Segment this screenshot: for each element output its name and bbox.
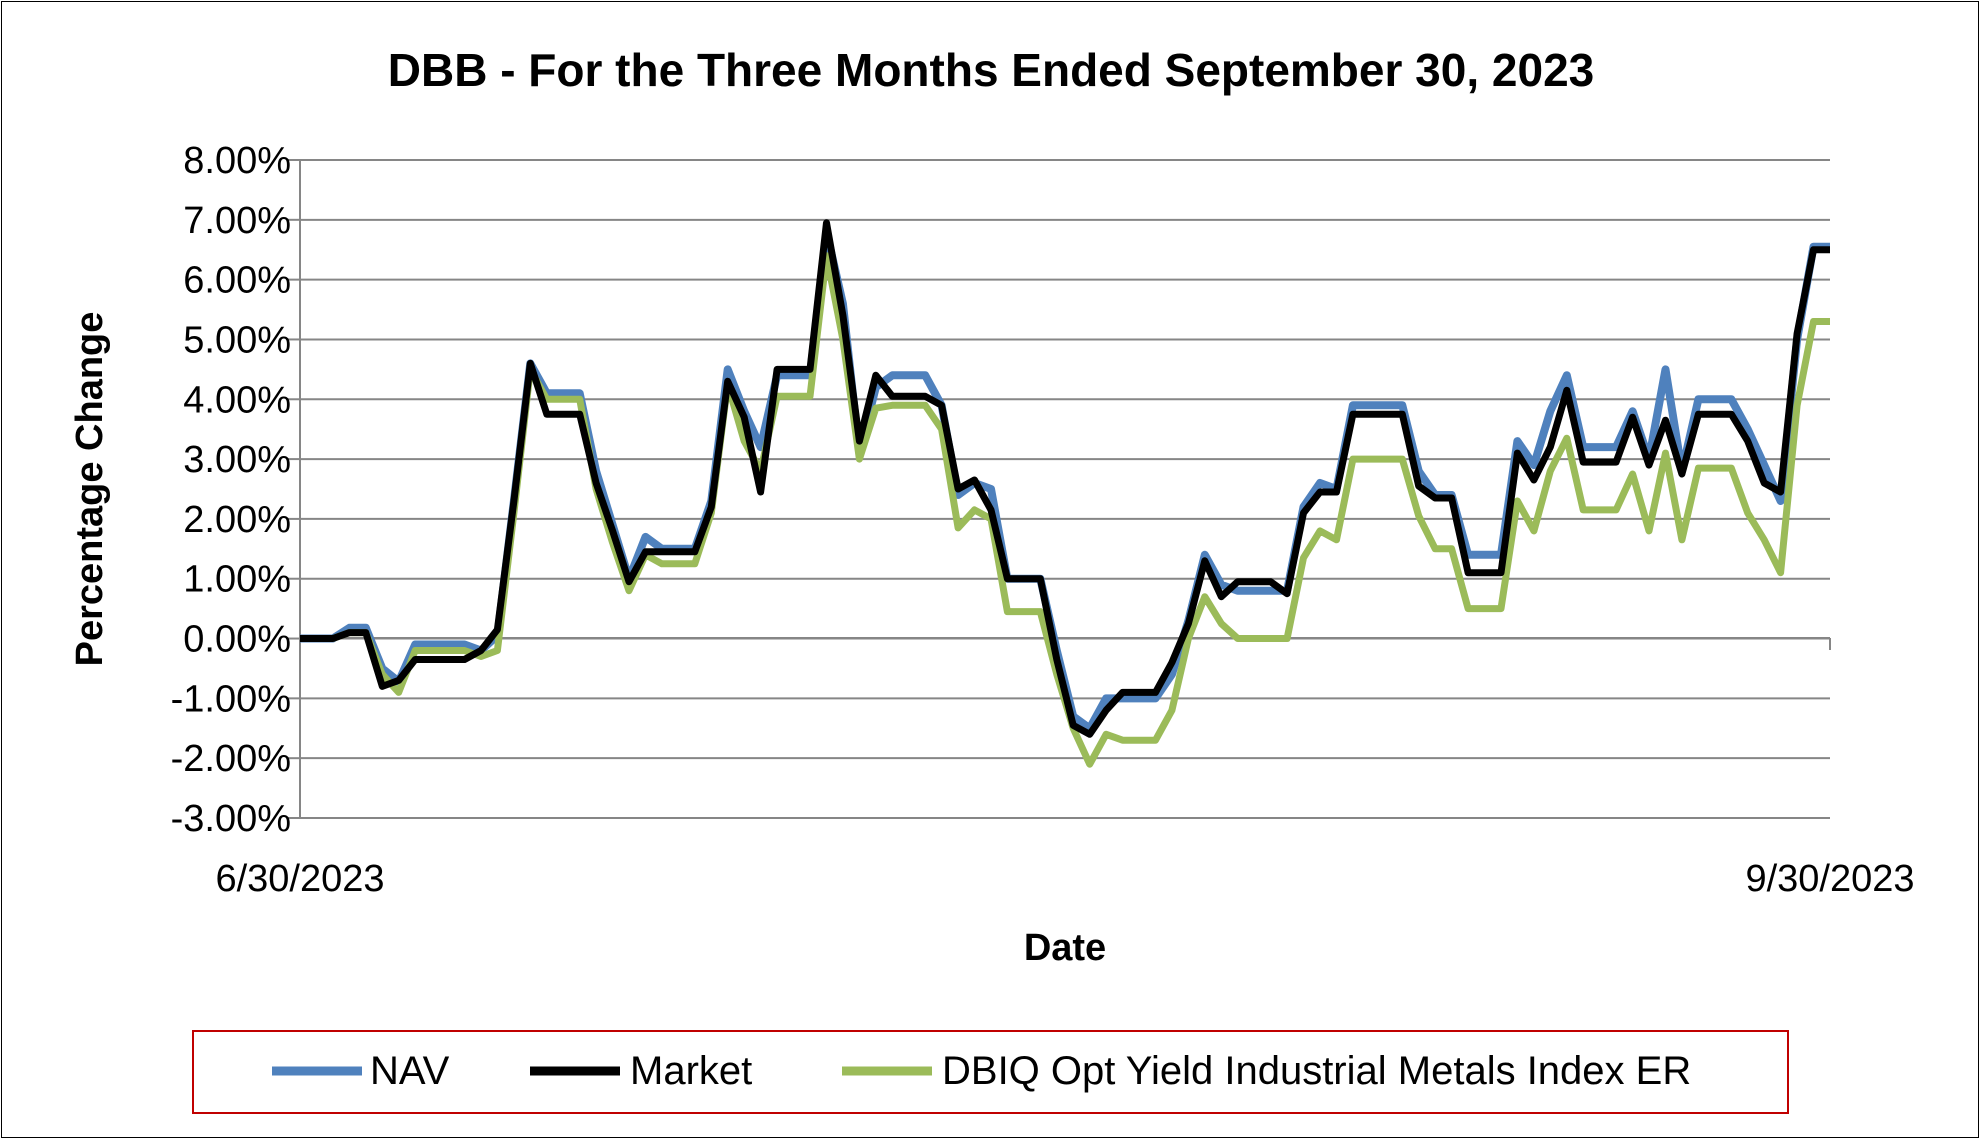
x-axis-title: Date bbox=[1024, 927, 1106, 969]
y-tick-labels: 8.00% 7.00% 6.00% 5.00% 4.00% 3.00% 2.00% 1.00%… bbox=[171, 140, 291, 840]
x-tick-label-end: 9/30/2023 bbox=[1745, 858, 1914, 900]
y-tick-label: 2.00% bbox=[183, 499, 291, 541]
legend-label-market: Market bbox=[630, 1049, 752, 1093]
legend-box bbox=[192, 1030, 1789, 1114]
y-tick-label: 7.00% bbox=[183, 200, 291, 242]
market-line bbox=[300, 219, 1830, 738]
x-tick-label-start: 6/30/2023 bbox=[215, 858, 384, 900]
y-tick-label: 1.00% bbox=[183, 559, 291, 601]
y-axis-title: Percentage Change bbox=[69, 312, 111, 667]
chart-title: DBB - For the Three Months Ended Septemb… bbox=[388, 44, 1594, 96]
legend: NAV Market DBIQ Opt Yield Industrial Met… bbox=[192, 1030, 1789, 1114]
y-tick-label: 3.00% bbox=[183, 439, 291, 481]
y-tick-label: -1.00% bbox=[171, 678, 291, 720]
nav-line bbox=[300, 227, 1830, 733]
legend-label-nav: NAV bbox=[370, 1049, 450, 1093]
y-tick-label: 4.00% bbox=[183, 379, 291, 421]
y-tick-label: -3.00% bbox=[171, 798, 291, 840]
legend-label-dbiq-index: DBIQ Opt Yield Industrial Metals Index E… bbox=[942, 1049, 1691, 1093]
y-tick-label: 8.00% bbox=[183, 140, 291, 182]
y-tick-label: -2.00% bbox=[171, 738, 291, 780]
y-tick-label: 6.00% bbox=[183, 260, 291, 302]
y-tick-label: 0.00% bbox=[183, 619, 291, 661]
series-lines bbox=[300, 219, 1830, 768]
y-tick-label: 5.00% bbox=[183, 319, 291, 361]
